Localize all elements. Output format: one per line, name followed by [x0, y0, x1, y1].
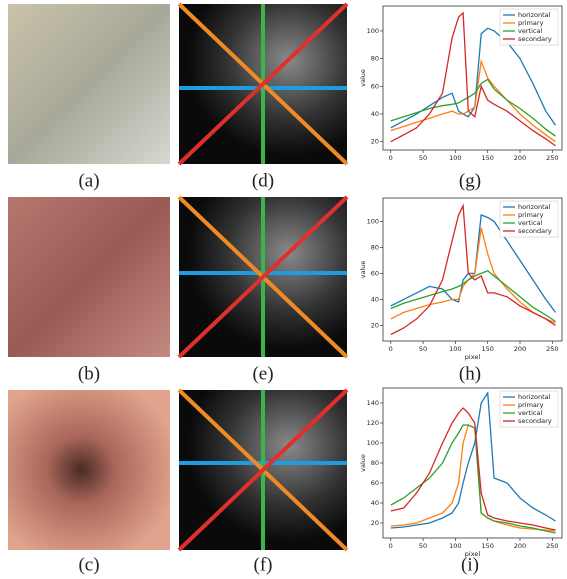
y-tick-label: 80 [371, 459, 379, 467]
x-tick-label: 100 [449, 154, 461, 162]
plot-frame [382, 197, 563, 342]
y-axis-label: value [359, 261, 367, 279]
legend-label: vertical [518, 219, 542, 227]
y-tick-label: 40 [371, 110, 379, 118]
y-tick-label: 20 [371, 138, 379, 146]
series-line [390, 58, 556, 143]
y-tick-label: 60 [371, 479, 379, 487]
panel-label: (d) [252, 170, 274, 191]
x-tick-label: 100 [449, 542, 461, 550]
x-tick-label: 50 [419, 154, 427, 162]
panel-label: (a) [78, 170, 99, 191]
series-line [390, 11, 556, 147]
x-tick-label: 200 [514, 542, 526, 550]
series-line [390, 213, 557, 313]
x-tick-label: 250 [546, 154, 558, 162]
series-line [390, 227, 556, 324]
series-line [390, 78, 556, 137]
panel-label: (f) [254, 554, 273, 575]
plot-frame [382, 5, 563, 151]
y-tick-label: 140 [367, 399, 379, 407]
x-tick-label: 50 [419, 345, 427, 353]
panel-label: (g) [459, 170, 481, 191]
y-tick-label: 100 [367, 217, 379, 225]
series-line [390, 407, 556, 531]
panel-label: (h) [459, 363, 481, 384]
y-tick-label: 100 [367, 27, 379, 35]
depth-map [177, 195, 349, 359]
x-axis-label: pixel [465, 550, 481, 558]
legend-label: horizontal [518, 203, 551, 211]
y-tick-label: 60 [371, 82, 379, 90]
y-tick-label: 60 [371, 269, 379, 277]
x-tick-label: 150 [481, 542, 493, 550]
x-tick-label: 250 [546, 345, 558, 353]
x-tick-label: 150 [481, 345, 493, 353]
x-axis-label: pixel [465, 353, 481, 361]
legend-label: vertical [518, 409, 542, 417]
x-tick-label: 50 [419, 542, 427, 550]
y-tick-label: 80 [371, 243, 379, 251]
panel-label: (e) [252, 363, 273, 384]
y-tick-label: 20 [371, 519, 379, 527]
legend-label: secondary [518, 35, 552, 43]
x-tick-label: 200 [514, 154, 526, 162]
x-tick-label: 250 [546, 542, 558, 550]
legend-label: primary [518, 19, 544, 27]
y-tick-label: 40 [371, 499, 379, 507]
x-tick-label: 100 [449, 345, 461, 353]
panel-label: (c) [78, 554, 99, 575]
x-tick-label: 200 [514, 345, 526, 353]
legend-label: primary [518, 211, 544, 219]
series-line [390, 270, 556, 323]
y-axis-label: value [359, 454, 367, 472]
legend-label: horizontal [518, 393, 551, 401]
series-line [390, 203, 556, 336]
series-line [390, 27, 557, 129]
panel-label: (i) [461, 554, 479, 575]
y-tick-label: 120 [367, 419, 379, 427]
series-line [390, 424, 556, 534]
x-tick-label: 0 [389, 542, 393, 550]
legend-label: secondary [518, 227, 552, 235]
depth-map [177, 2, 349, 166]
legend-label: primary [518, 401, 544, 409]
photo [8, 4, 170, 164]
y-tick-label: 40 [371, 295, 379, 303]
x-tick-label: 0 [389, 154, 393, 162]
photo [8, 197, 170, 357]
y-tick-label: 80 [371, 55, 379, 63]
legend-label: horizontal [518, 11, 551, 19]
legend-label: vertical [518, 27, 542, 35]
legend-label: secondary [518, 417, 552, 425]
series-line [390, 391, 556, 529]
series-line [390, 424, 556, 532]
y-tick-label: 100 [367, 439, 379, 447]
y-axis-label: value [359, 69, 367, 87]
depth-map [177, 388, 349, 552]
y-tick-label: 20 [371, 321, 379, 329]
photo [8, 390, 170, 550]
x-tick-label: 150 [481, 154, 493, 162]
panel-label: (b) [78, 363, 100, 384]
x-tick-label: 0 [389, 345, 393, 353]
